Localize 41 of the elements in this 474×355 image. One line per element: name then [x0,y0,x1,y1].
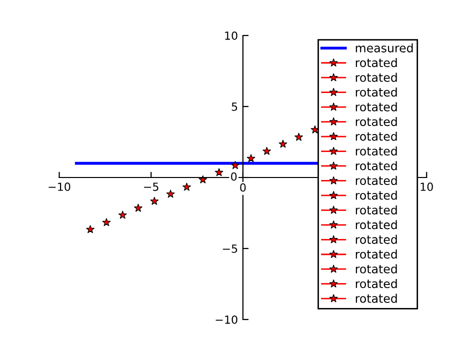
legend-label: rotated [356,146,397,156]
point [182,182,192,191]
point [262,146,272,155]
point [102,218,111,226]
y-tick-label: −5 [222,244,238,253]
legend-label: rotated [356,294,397,303]
x-tick-label: −5 [144,182,158,191]
x-tick-label: −10 [48,182,70,191]
point [294,132,304,141]
point [246,154,256,162]
point [230,160,240,170]
legend-label: rotated [356,176,397,186]
legend-label: rotated [356,279,397,288]
legend-label: rotated [356,234,397,244]
point [118,210,127,219]
legend-label: rotated [356,72,397,82]
point [166,190,175,198]
point [214,168,224,176]
point [150,196,159,205]
legend-label: rotated [356,190,397,200]
point [198,175,208,184]
legend-label: rotated [356,250,397,259]
x-tick-label: 10 [420,182,433,191]
legend-label: rotated [356,161,397,170]
legend-label: rotated [356,58,397,68]
x-tick-label: 0 [240,183,246,192]
legend-label: rotated [356,87,397,97]
legend-label: rotated [356,116,397,126]
y-tick-label: 5 [232,102,238,111]
point [278,140,288,148]
legend-label: rotated [356,220,397,230]
point [86,224,95,234]
legend-label: rotated [356,132,397,141]
legend-label: rotated [356,205,397,214]
legend-label: rotated [356,102,397,112]
y-tick-label: 0 [231,172,237,181]
y-tick-label: 10 [225,31,238,40]
y-tick-label: −10 [216,315,238,324]
point [134,204,143,212]
legend-label: rotated [356,264,397,274]
legend-label: measured [356,43,413,52]
